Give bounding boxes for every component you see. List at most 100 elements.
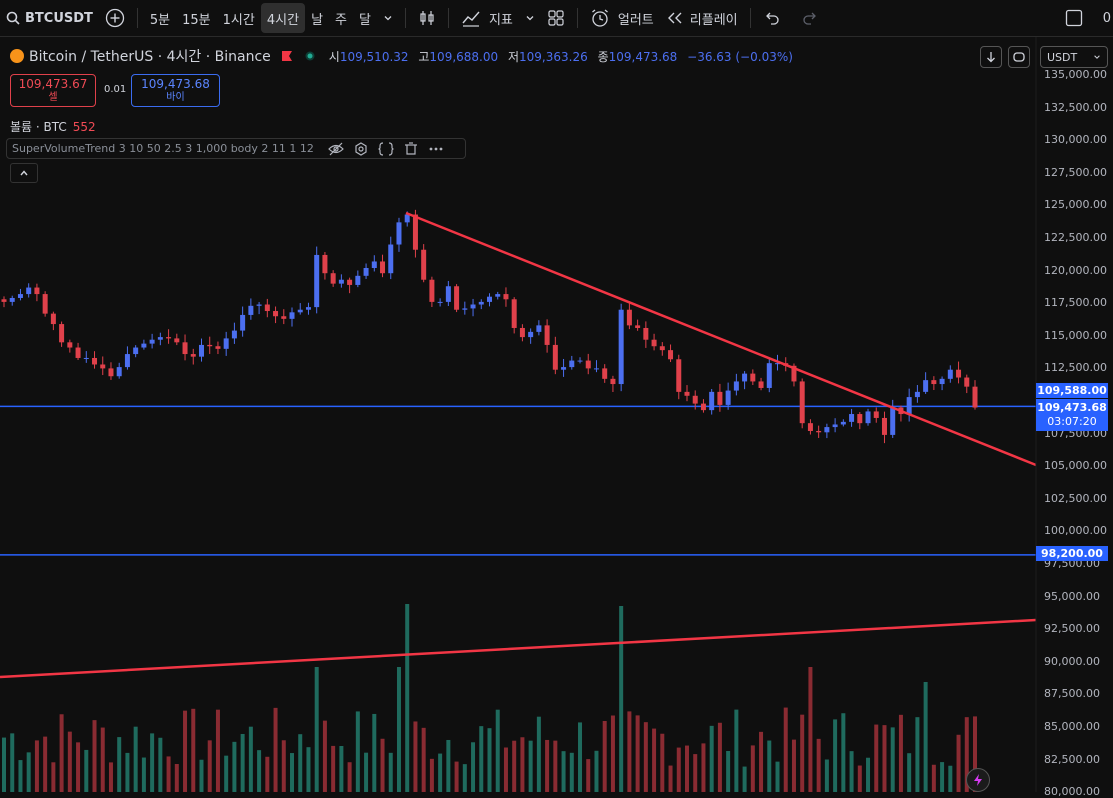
flash-button[interactable]: [966, 768, 990, 792]
price-axis-tick: 120,000.00: [1044, 263, 1107, 277]
scroll-down-button[interactable]: [980, 46, 1002, 68]
candle-body: [281, 316, 287, 319]
volume-bar: [34, 740, 39, 792]
flag-icon[interactable]: [281, 50, 293, 62]
buy-price: 109,473.68: [141, 77, 210, 91]
volume-bar: [750, 745, 755, 792]
candle-body: [347, 279, 353, 285]
interval-dropdown[interactable]: [377, 3, 399, 33]
divider: [576, 8, 578, 28]
interval-5m[interactable]: 5분: [149, 12, 171, 28]
volume-bar: [67, 731, 72, 792]
maximize-button[interactable]: [1008, 46, 1030, 68]
volume-bar: [915, 717, 920, 792]
divider: [404, 8, 406, 28]
more-dots-icon[interactable]: [428, 142, 444, 156]
candle-body: [857, 414, 863, 424]
volume-bar: [290, 753, 295, 792]
collapse-legend-button[interactable]: [10, 163, 38, 183]
volume-bar: [964, 717, 969, 792]
interval-day[interactable]: 날: [311, 12, 324, 28]
volume-bar: [421, 727, 426, 792]
volume-bar: [709, 725, 714, 792]
volume-bar: [940, 762, 945, 792]
currency-select[interactable]: USDT: [1040, 46, 1108, 68]
chart-type-button[interactable]: [412, 3, 442, 33]
volume-bar: [841, 713, 846, 792]
price-axis-tick: 130,000.00: [1044, 133, 1107, 147]
candle-body: [207, 344, 213, 347]
candle-body: [766, 363, 772, 388]
sell-label: 셀: [48, 92, 58, 103]
candle-body: [742, 373, 748, 382]
symbol-title[interactable]: Bitcoin / TetherUS · 4시간 · Binance: [29, 49, 271, 65]
redo-icon: [802, 12, 816, 25]
volume-bar: [759, 731, 764, 792]
volume-label: 볼륨 · BTC: [10, 120, 67, 134]
trash-icon[interactable]: [404, 141, 418, 156]
candle-body: [511, 299, 517, 328]
candle-body: [223, 338, 229, 349]
fullscreen-button[interactable]: [1059, 3, 1089, 33]
candle-body: [462, 308, 468, 310]
buy-button[interactable]: 109,473.68 바이: [131, 74, 220, 107]
price-axis-tick: 87,500.00: [1044, 687, 1100, 701]
volume-bar: [545, 739, 550, 792]
volume-bar: [2, 737, 6, 792]
interval-1h[interactable]: 1시간: [222, 12, 255, 28]
candle-body: [198, 344, 204, 357]
indicator-legend[interactable]: SuperVolumeTrend 3 10 50 2.5 3 1,000 bod…: [6, 138, 466, 159]
volume-bar: [191, 708, 196, 792]
volume-bar: [643, 722, 648, 792]
volume-bar: [849, 751, 854, 792]
candle-body: [544, 325, 550, 345]
symbol-search[interactable]: BTCUSDT: [0, 3, 99, 33]
candle-body: [17, 294, 23, 298]
candle-body: [626, 309, 632, 326]
candle-body: [799, 381, 805, 424]
candle-body: [305, 307, 311, 310]
settings-gear-icon[interactable]: [354, 141, 368, 156]
price-axis-tick: 92,500.00: [1044, 622, 1100, 636]
alert-button[interactable]: 얼러트: [584, 3, 660, 33]
candle-body: [470, 304, 476, 309]
candle-body: [42, 294, 48, 314]
volume-bar: [314, 667, 319, 792]
volume-bar: [676, 747, 681, 792]
redo-button[interactable]: [795, 3, 825, 33]
market-status-icon[interactable]: [305, 51, 315, 61]
grid-icon: [548, 10, 564, 26]
volume-bar: [479, 726, 484, 792]
volume-bar: [520, 737, 525, 792]
indicators-button[interactable]: 지표: [455, 3, 519, 33]
interval-15m[interactable]: 15분: [182, 12, 211, 28]
price-axis-tick: 82,500.00: [1044, 752, 1100, 766]
indicators-dropdown[interactable]: [519, 3, 541, 33]
interval-4h[interactable]: 4시간: [260, 3, 306, 33]
sell-button[interactable]: 109,473.67 셀: [10, 74, 96, 107]
candle-body: [569, 360, 575, 368]
candle-body: [964, 377, 970, 387]
plus-circle-icon: [105, 8, 125, 28]
candle-body: [561, 367, 567, 370]
source-code-icon[interactable]: [378, 141, 394, 156]
price-axis-tick: 90,000.00: [1044, 654, 1100, 668]
level-price-tag: 109,588.00: [1036, 383, 1108, 398]
hide-eye-icon[interactable]: [328, 142, 344, 156]
candle-body: [635, 325, 641, 328]
volume-legend[interactable]: 볼륨 · BTC 552: [10, 118, 96, 135]
layouts-button[interactable]: [541, 3, 571, 33]
compare-button[interactable]: [99, 3, 131, 33]
interval-week[interactable]: 주: [335, 12, 347, 28]
candle-body: [807, 423, 813, 431]
candle-body: [972, 386, 978, 408]
replay-button[interactable]: 리플레이: [660, 3, 744, 33]
candle-body: [947, 369, 953, 379]
undo-button[interactable]: [757, 3, 787, 33]
last-price: 109,473.68: [1037, 401, 1107, 414]
interval-month[interactable]: 달: [359, 12, 371, 28]
volume-bar: [133, 726, 138, 792]
volume-bar: [380, 738, 385, 792]
replay-label: 리플레이: [689, 12, 738, 28]
candle-body: [248, 305, 254, 315]
